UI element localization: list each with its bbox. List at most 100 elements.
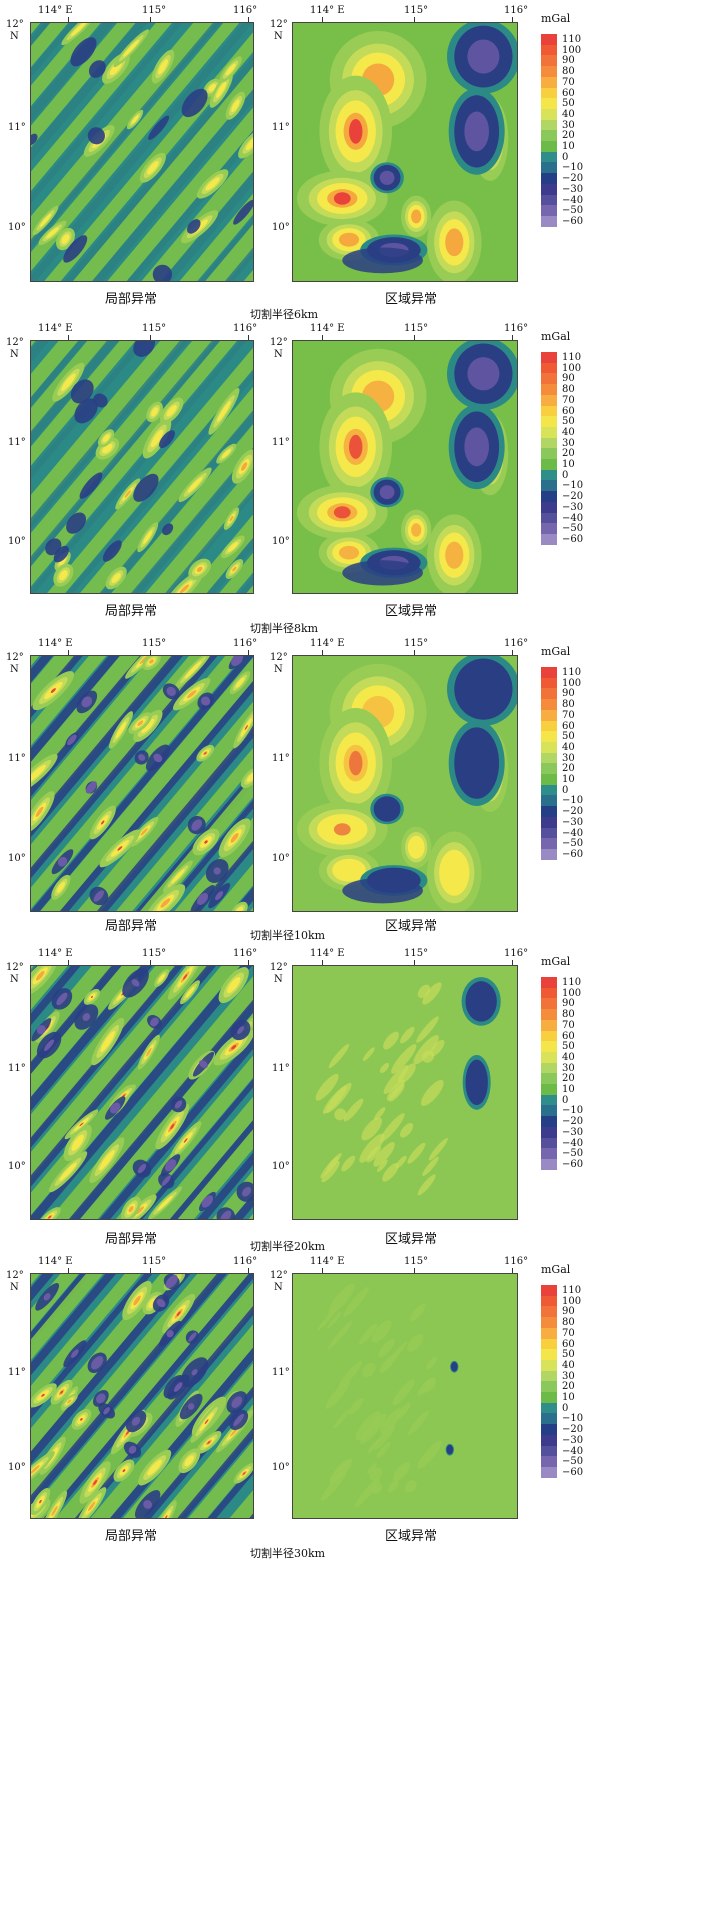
lat-label-10: 10° — [8, 1161, 26, 1172]
legend-level-label: 90 — [562, 688, 575, 700]
legend-level-label: 0 — [562, 784, 569, 796]
lat-label-n: N — [10, 31, 19, 42]
legend-level-label: −30 — [562, 816, 584, 828]
legend-swatch — [541, 1424, 557, 1436]
legend-swatch — [541, 108, 557, 121]
legend-swatch — [541, 987, 557, 999]
legend-swatch — [541, 1148, 557, 1160]
legend-swatch — [541, 87, 557, 99]
legend-swatch — [541, 774, 557, 786]
legend-level-label: 20 — [562, 1381, 575, 1393]
legend-swatch — [541, 806, 557, 818]
axis-tick — [68, 960, 69, 965]
lon-label-116: 116° — [504, 948, 529, 959]
legend-level-label: 60 — [562, 720, 575, 732]
legend-level-label: 100 — [562, 44, 582, 56]
axis-tick — [248, 650, 249, 655]
legend-level-label: −30 — [562, 1126, 584, 1138]
legend-level-label: −40 — [562, 512, 584, 524]
legend-swatch — [541, 688, 557, 700]
legend-level-label: 60 — [562, 87, 575, 99]
legend-level-label: 10 — [562, 1392, 575, 1403]
lat-label-n: N — [274, 664, 283, 675]
legend-swatch — [541, 1381, 557, 1393]
legend-level-label: −50 — [562, 1456, 584, 1468]
axis-tick — [512, 650, 513, 655]
axis-tick — [68, 650, 69, 655]
lon-label-115: 115° — [142, 323, 167, 334]
legend-level-label: −10 — [562, 162, 584, 174]
legend-swatch — [541, 512, 557, 524]
legend-level-label: 110 — [562, 977, 582, 988]
legend-swatch — [541, 1051, 557, 1064]
lon-label-114: 114° E — [38, 323, 73, 334]
colorbar-legend: mGal 110 100 90 80 70 60 50 40 30 20 10 0 −10 −20 −30 −4… — [541, 645, 601, 885]
legend-level-label: 10 — [562, 141, 575, 152]
legend-swatch — [541, 1073, 557, 1085]
lat-label-n: N — [10, 349, 19, 360]
legend-level-label: −50 — [562, 523, 584, 535]
legend-level-label: −40 — [562, 1445, 584, 1457]
lat-label-n: N — [274, 31, 283, 42]
legend-swatch — [541, 44, 557, 56]
legend-level-label: 40 — [562, 1359, 575, 1371]
legend-swatch — [541, 1084, 557, 1096]
legend-swatch — [541, 533, 557, 546]
legend-level-label: 30 — [562, 1062, 575, 1074]
legend-swatch — [541, 1402, 557, 1414]
legend-level-label: −10 — [562, 480, 584, 492]
lon-label-116: 116° — [233, 5, 258, 16]
legend-swatch — [541, 1306, 557, 1318]
axis-tick — [512, 17, 513, 22]
legend-level-label: −30 — [562, 183, 584, 195]
legend-unit: mGal — [541, 1263, 571, 1276]
legend-swatch — [541, 1327, 557, 1339]
legend-level-label: 0 — [562, 151, 569, 163]
lon-label-114: 114° E — [38, 1256, 73, 1267]
legend-level-label: 20 — [562, 448, 575, 460]
legend-unit: mGal — [541, 12, 571, 25]
lat-label-12: 12° — [6, 652, 24, 663]
legend-level-label: 110 — [562, 352, 582, 363]
legend-level-label: 80 — [562, 1317, 575, 1329]
cut-radius-label: 切割半径8km — [250, 622, 319, 635]
legend-level-label: 80 — [562, 699, 575, 711]
lon-label-114: 114° E — [38, 948, 73, 959]
legend-swatch — [541, 1445, 557, 1457]
legend-level-label: 50 — [562, 731, 575, 743]
axis-tick — [322, 335, 323, 340]
legend-swatch — [541, 667, 557, 679]
lon-label-116: 116° — [233, 948, 258, 959]
legend-swatch — [541, 1009, 557, 1021]
lat-label-12: 12° — [6, 337, 24, 348]
regional-anomaly-caption: 区域异常 — [385, 604, 438, 619]
legend-level-label: −10 — [562, 795, 584, 807]
lat-label-10: 10° — [272, 853, 290, 864]
lon-label-114: 114° E — [310, 638, 345, 649]
lat-label-11: 11° — [8, 122, 26, 133]
legend-level-label: 0 — [562, 1094, 569, 1106]
axis-tick — [150, 1268, 151, 1273]
legend-swatch — [541, 998, 557, 1010]
legend-level-label: −20 — [562, 1424, 584, 1436]
lon-label-115: 115° — [404, 323, 429, 334]
legend-level-label: 50 — [562, 98, 575, 110]
lon-label-114: 114° E — [310, 1256, 345, 1267]
legend-swatch — [541, 1370, 557, 1382]
legend-swatch — [541, 752, 557, 764]
legend-swatch — [541, 977, 557, 989]
legend-swatch — [541, 76, 557, 88]
regional-anomaly-caption: 区域异常 — [385, 1232, 438, 1247]
axis-tick — [248, 17, 249, 22]
axis-tick — [68, 335, 69, 340]
legend-level-label: −60 — [562, 848, 584, 860]
legend-level-label: 30 — [562, 752, 575, 764]
legend-level-label: −40 — [562, 1137, 584, 1149]
legend-level-label: 100 — [562, 677, 582, 689]
lon-label-116: 116° — [504, 638, 529, 649]
legend-swatch — [541, 480, 557, 492]
legend-swatch — [541, 741, 557, 754]
legend-level-label: −20 — [562, 1116, 584, 1128]
lon-label-116: 116° — [233, 638, 258, 649]
regional-anomaly-caption: 区域异常 — [385, 1529, 438, 1544]
